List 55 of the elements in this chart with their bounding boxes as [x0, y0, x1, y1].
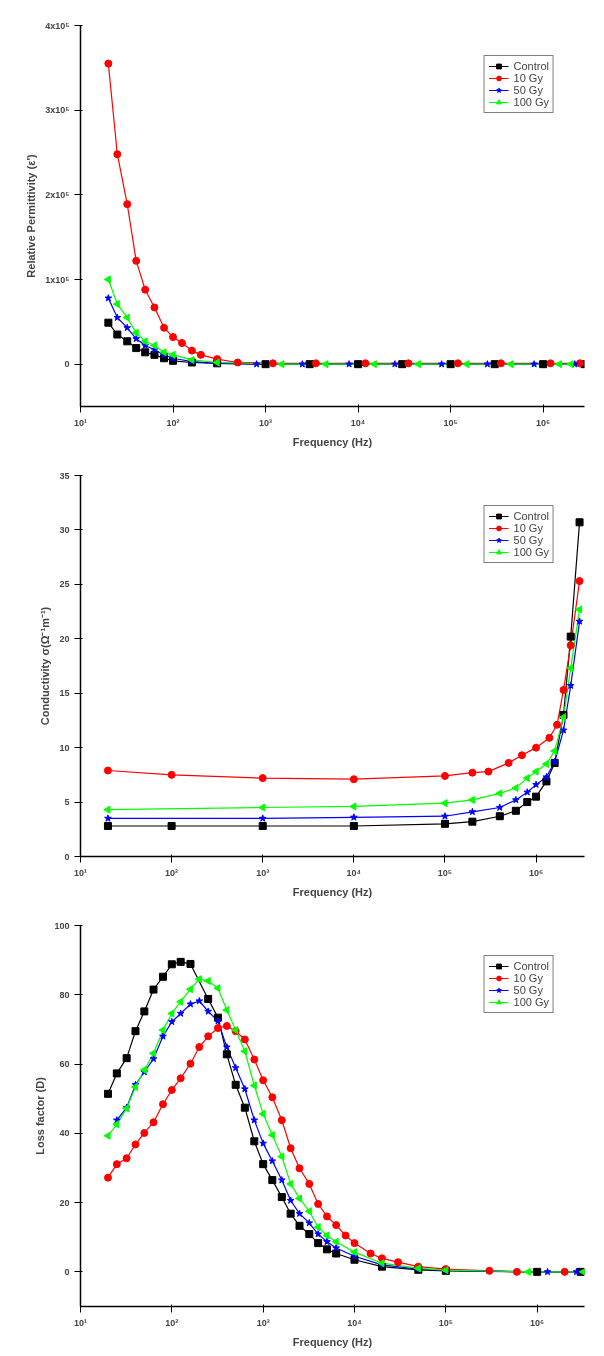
- y-tick-label: 30: [59, 524, 70, 535]
- y-tick-label: 2x10⁵: [45, 189, 70, 200]
- x-tick-label: 10¹: [74, 867, 88, 878]
- legend-label: 10 Gy: [513, 72, 543, 84]
- y-axis-title: Relative Permittivity (ε'): [25, 153, 38, 278]
- y-tick-label: 20: [59, 1197, 70, 1208]
- y-tick-label: 20: [59, 633, 70, 644]
- x-tick-label: 10⁴: [346, 867, 362, 878]
- x-tick-label: 10³: [256, 1317, 270, 1328]
- legend-label: 50 Gy: [513, 984, 543, 996]
- x-tick-label: 10⁵: [443, 417, 458, 428]
- x-tick-label: 10⁴: [347, 1317, 362, 1328]
- y-tick-label: 40: [59, 1128, 70, 1139]
- legend-label: 100 Gy: [513, 96, 549, 108]
- y-tick-label: 35: [59, 470, 70, 481]
- legend-label: 50 Gy: [513, 84, 543, 96]
- x-tick-label: 10²: [166, 417, 180, 428]
- x-axis-title: Frequency (Hz): [292, 1335, 373, 1348]
- x-tick-label: 10²: [165, 1317, 179, 1328]
- legend-label: 50 Gy: [513, 534, 543, 546]
- y-tick-label: 25: [59, 579, 70, 590]
- y-tick-label: 5: [64, 797, 70, 808]
- y-tick-label: 80: [59, 989, 70, 1000]
- x-tick-label: 10⁶: [530, 1317, 545, 1328]
- legend-label: Control: [513, 60, 549, 72]
- y-tick-label: 100: [54, 920, 70, 931]
- x-tick-label: 10³: [259, 417, 273, 428]
- y-tick-label: 0: [64, 851, 70, 862]
- x-axis-title: Frequency (Hz): [292, 435, 373, 448]
- y-tick-label: 4x10⁵: [45, 20, 70, 31]
- x-axis-title: Frequency (Hz): [292, 885, 373, 898]
- x-tick-label: 10³: [256, 867, 270, 878]
- x-tick-label: 10¹: [74, 1317, 88, 1328]
- legend-label: Control: [513, 960, 549, 972]
- y-tick-label: 3x10⁵: [45, 105, 70, 116]
- y-tick-label: 15: [59, 688, 70, 699]
- x-tick-label: 10⁵: [437, 867, 453, 878]
- y-tick-label: 0: [64, 359, 70, 370]
- x-tick-label: 10²: [165, 867, 179, 878]
- x-tick-label: 10⁶: [536, 417, 551, 428]
- x-tick-label: 10⁴: [350, 417, 366, 428]
- legend-label: Control: [513, 510, 549, 522]
- legend-label: 10 Gy: [513, 972, 543, 984]
- y-tick-label: 1x10⁵: [45, 274, 70, 285]
- x-tick-label: 10⁶: [529, 867, 544, 878]
- y-tick-label: 60: [59, 1059, 70, 1070]
- legend-label: 10 Gy: [513, 522, 543, 534]
- y-axis-title: Loss factor (D): [34, 1076, 47, 1155]
- legend-label: 100 Gy: [513, 546, 549, 558]
- legend-label: 100 Gy: [513, 996, 549, 1008]
- y-axis-title: Conductivity σ(Ω⁻¹m⁻¹): [39, 606, 52, 726]
- y-tick-label: 0: [64, 1266, 70, 1277]
- x-tick-label: 10¹: [74, 417, 88, 428]
- y-tick-label: 10: [59, 742, 70, 753]
- x-tick-label: 10⁵: [438, 1317, 453, 1328]
